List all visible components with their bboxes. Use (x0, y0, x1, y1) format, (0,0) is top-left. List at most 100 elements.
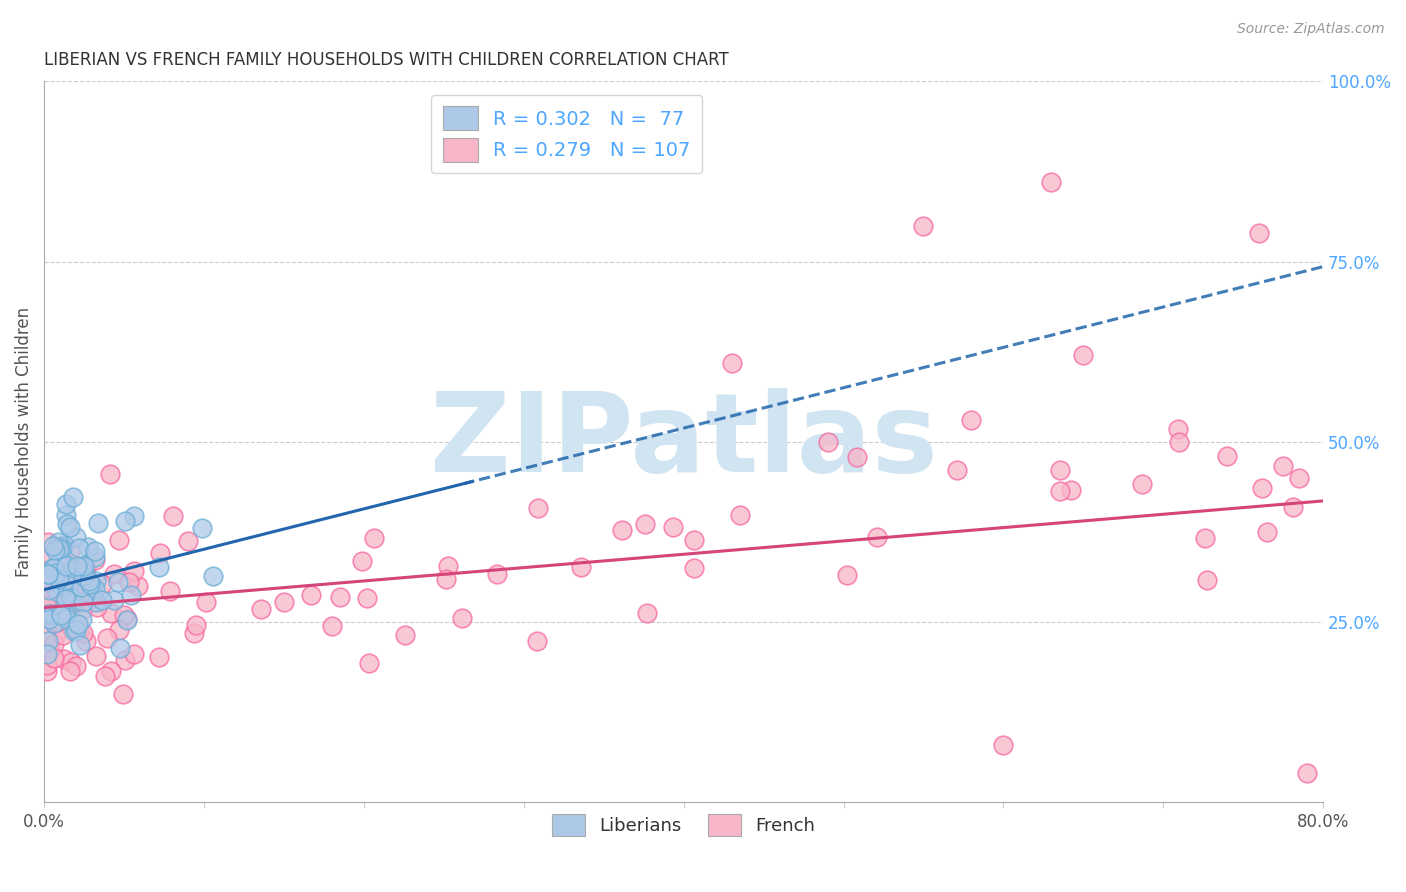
Point (485, 567, 508, 582)
Point (122, 508, 145, 523)
Point (67, 617, 90, 632)
Point (77, 540, 100, 554)
Point (159, 584, 181, 599)
Point (184, 618, 207, 632)
Point (1195, 573, 1218, 587)
Point (46, 615, 69, 629)
Point (817, 434, 839, 449)
Point (1167, 422, 1189, 436)
Point (1281, 500, 1303, 514)
Point (394, 628, 416, 642)
Point (118, 575, 141, 590)
Point (72, 568, 94, 582)
Point (107, 574, 129, 589)
Point (44, 629, 66, 643)
Point (103, 592, 125, 607)
Point (148, 650, 170, 665)
Point (1250, 482, 1272, 496)
Point (1071, 348, 1094, 362)
Point (321, 619, 343, 633)
Point (38, 582, 60, 597)
Point (634, 516, 657, 531)
Point (117, 613, 139, 627)
Point (1249, 226, 1271, 240)
Point (53, 538, 76, 552)
Point (299, 589, 322, 603)
Point (37, 566, 59, 581)
Point (59, 589, 82, 603)
Point (148, 546, 170, 560)
Point (359, 656, 381, 670)
Point (103, 567, 125, 582)
Point (75, 634, 97, 648)
Point (127, 579, 149, 593)
Point (55, 497, 77, 511)
Point (48, 540, 70, 554)
Point (38, 612, 60, 626)
Point (1049, 484, 1071, 499)
Point (636, 607, 658, 621)
Point (720, 355, 742, 369)
Point (73, 565, 96, 579)
Point (55, 592, 77, 607)
Point (1049, 463, 1071, 477)
Point (148, 560, 170, 574)
Point (527, 501, 550, 516)
Y-axis label: Family Households with Children: Family Households with Children (15, 307, 32, 577)
Point (37, 625, 59, 640)
Point (107, 624, 129, 638)
Point (42, 539, 65, 553)
Point (202, 568, 225, 582)
Point (1272, 458, 1295, 473)
Point (56, 609, 79, 624)
Point (39, 607, 62, 621)
Point (98, 467, 121, 481)
Point (56, 566, 79, 581)
Point (55, 508, 77, 522)
Point (329, 591, 352, 605)
Point (37, 599, 59, 613)
Text: LIBERIAN VS FRENCH FAMILY HOUSEHOLDS WITH CHILDREN CORRELATION CHART: LIBERIAN VS FRENCH FAMILY HOUSEHOLDS WIT… (44, 51, 728, 69)
Point (37, 657, 59, 672)
Point (66, 558, 89, 573)
Point (94, 668, 117, 682)
Point (69, 638, 91, 652)
Point (63, 592, 86, 607)
Point (866, 530, 889, 544)
Point (53, 557, 76, 571)
Point (44, 615, 66, 630)
Point (194, 595, 217, 609)
Point (49, 607, 72, 622)
Text: Source: ZipAtlas.com: Source: ZipAtlas.com (1237, 22, 1385, 37)
Point (37, 574, 59, 589)
Point (84, 549, 107, 564)
Point (56, 517, 79, 532)
Point (90, 592, 112, 607)
Point (63, 624, 86, 639)
Point (37, 566, 59, 581)
Point (84, 648, 107, 663)
Point (86, 599, 108, 614)
Point (48, 542, 70, 557)
Point (59, 656, 82, 670)
Point (1256, 524, 1278, 539)
Point (162, 508, 184, 523)
Point (1040, 175, 1063, 189)
Point (436, 559, 458, 574)
Point (59, 664, 82, 678)
Point (72, 582, 94, 596)
Point (42, 637, 65, 651)
Point (55, 573, 77, 587)
Point (37, 597, 59, 611)
Point (51, 541, 73, 556)
Point (46, 584, 69, 599)
Point (52, 628, 75, 642)
Point (82, 591, 104, 606)
Point (65, 530, 87, 544)
Point (70, 602, 93, 616)
Point (59, 586, 82, 600)
Point (352, 554, 374, 568)
Point (115, 612, 138, 626)
Point (183, 625, 205, 640)
Point (84, 574, 107, 588)
